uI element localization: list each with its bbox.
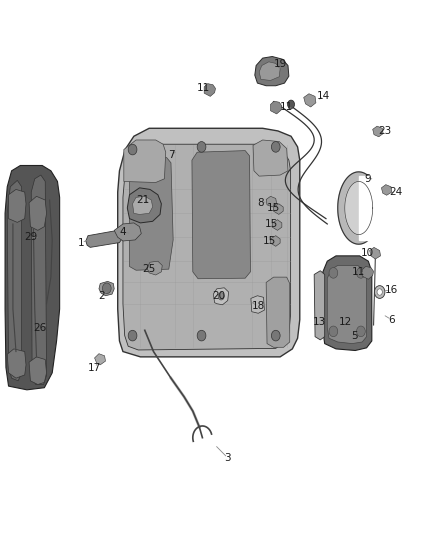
Text: 12: 12 — [339, 317, 352, 327]
Text: 6: 6 — [388, 314, 395, 325]
Polygon shape — [373, 126, 383, 137]
Circle shape — [102, 283, 111, 294]
Polygon shape — [5, 165, 60, 390]
Polygon shape — [192, 151, 251, 279]
Text: 29: 29 — [24, 232, 37, 243]
Circle shape — [128, 330, 137, 341]
Polygon shape — [7, 180, 21, 381]
Circle shape — [357, 326, 365, 337]
Text: 8: 8 — [257, 198, 264, 208]
Polygon shape — [338, 172, 380, 244]
Polygon shape — [124, 140, 166, 182]
Polygon shape — [370, 247, 381, 259]
Polygon shape — [253, 140, 288, 176]
Text: 26: 26 — [33, 322, 46, 333]
Polygon shape — [274, 204, 283, 214]
Polygon shape — [345, 181, 373, 235]
Text: 9: 9 — [364, 174, 371, 184]
Polygon shape — [272, 220, 282, 230]
Text: 3: 3 — [224, 453, 231, 463]
Polygon shape — [29, 357, 46, 384]
Polygon shape — [29, 196, 46, 230]
Text: 15: 15 — [263, 236, 276, 246]
Text: 1: 1 — [78, 238, 85, 247]
Polygon shape — [9, 189, 26, 222]
Text: 16: 16 — [385, 286, 398, 295]
Text: 7: 7 — [168, 150, 174, 160]
Polygon shape — [259, 62, 280, 80]
Circle shape — [272, 330, 280, 341]
Text: 11: 11 — [197, 83, 210, 93]
Polygon shape — [304, 94, 316, 107]
Polygon shape — [147, 261, 162, 275]
Text: 11: 11 — [352, 267, 365, 277]
Circle shape — [374, 286, 385, 298]
Polygon shape — [31, 175, 46, 384]
Polygon shape — [271, 101, 282, 114]
Polygon shape — [118, 128, 300, 357]
Text: 15: 15 — [267, 203, 280, 213]
Polygon shape — [204, 84, 215, 96]
Text: 13: 13 — [313, 317, 326, 327]
Circle shape — [197, 330, 206, 341]
Text: 17: 17 — [88, 362, 101, 373]
Circle shape — [128, 144, 137, 155]
Circle shape — [377, 289, 382, 295]
Polygon shape — [271, 236, 280, 246]
Polygon shape — [323, 256, 372, 351]
Text: 11: 11 — [280, 102, 293, 112]
Polygon shape — [381, 184, 392, 195]
Polygon shape — [133, 196, 152, 214]
Polygon shape — [255, 56, 289, 86]
Circle shape — [329, 268, 338, 278]
Polygon shape — [213, 288, 229, 305]
Polygon shape — [314, 271, 325, 340]
Polygon shape — [266, 196, 277, 207]
Text: 5: 5 — [351, 330, 358, 341]
Text: 14: 14 — [317, 91, 330, 101]
Polygon shape — [127, 188, 161, 223]
Text: 19: 19 — [273, 60, 287, 69]
Polygon shape — [130, 158, 173, 270]
Circle shape — [288, 100, 294, 109]
Text: 20: 20 — [212, 290, 226, 301]
Circle shape — [329, 326, 338, 337]
Text: 23: 23 — [378, 126, 392, 136]
Polygon shape — [251, 296, 265, 313]
Polygon shape — [86, 230, 123, 247]
Text: 4: 4 — [120, 227, 126, 237]
Polygon shape — [266, 277, 290, 348]
Polygon shape — [95, 354, 106, 365]
Polygon shape — [359, 176, 381, 240]
Text: 25: 25 — [142, 264, 156, 274]
Circle shape — [197, 142, 206, 152]
Polygon shape — [99, 281, 114, 296]
Polygon shape — [362, 266, 374, 279]
Text: 18: 18 — [252, 301, 265, 311]
Text: 10: 10 — [361, 248, 374, 258]
Text: 21: 21 — [136, 195, 149, 205]
Circle shape — [272, 142, 280, 152]
Circle shape — [357, 268, 365, 278]
Text: 15: 15 — [265, 219, 278, 229]
Text: 24: 24 — [389, 187, 403, 197]
Polygon shape — [123, 144, 290, 350]
Polygon shape — [114, 223, 141, 241]
Polygon shape — [327, 265, 367, 344]
Circle shape — [218, 293, 224, 300]
Text: 2: 2 — [98, 290, 104, 301]
Polygon shape — [7, 349, 26, 378]
